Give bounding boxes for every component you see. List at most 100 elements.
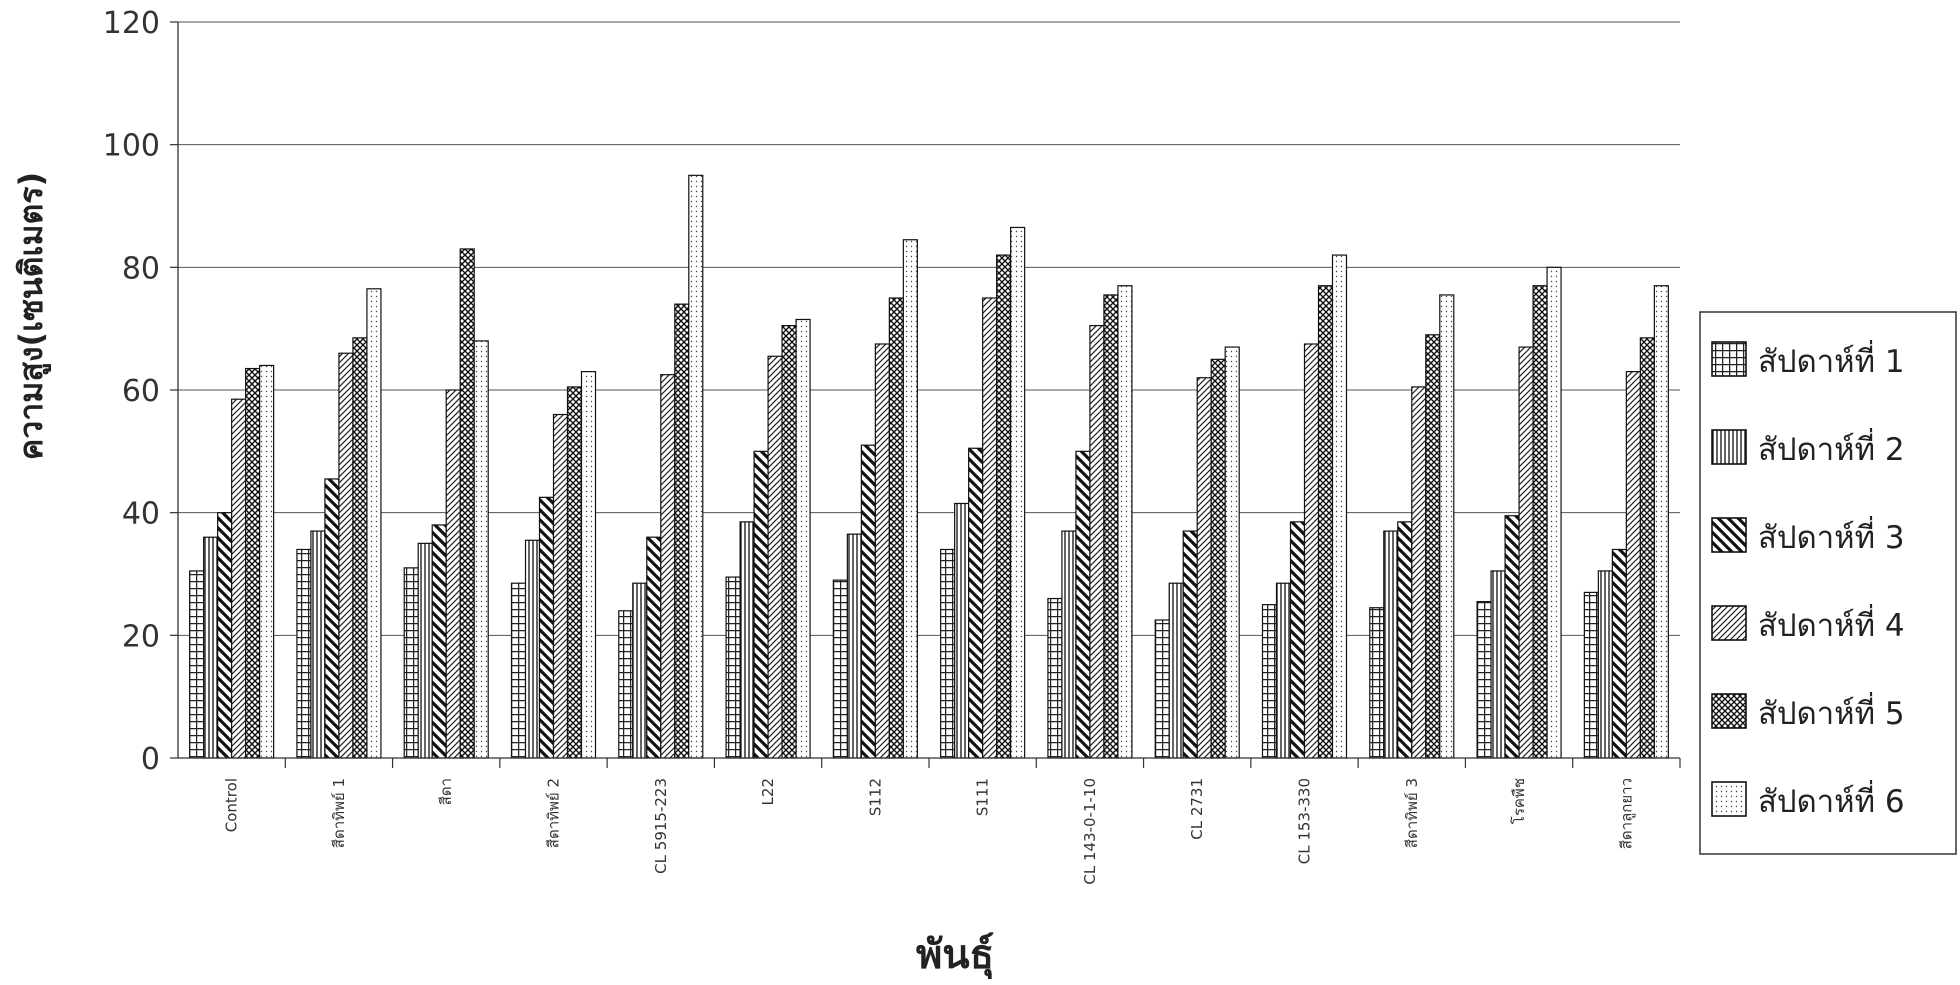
legend-swatch [1711, 693, 1747, 729]
bar [1653, 285, 1669, 759]
x-axis-ticks: Control สีดาทิพย์ 1 สีดา สีดาทิพย์ 2 CL 5915… [223, 758, 1681, 885]
y-tick-label: 100 [103, 129, 160, 164]
bar [259, 364, 275, 759]
x-tick-label: Control [223, 778, 241, 832]
bar [1504, 515, 1520, 759]
bar [860, 444, 876, 759]
bar [688, 174, 704, 759]
x-tick-label: สีดา [437, 778, 455, 805]
x-tick-label: L22 [759, 778, 777, 805]
x-tick-label: CL 5915-223 [652, 778, 670, 874]
bar [189, 570, 205, 759]
bar [1224, 346, 1240, 759]
bar [431, 524, 447, 759]
y-axis-title: ความสูง(เซนติเมตร) [12, 172, 52, 460]
bar [1490, 570, 1506, 759]
legend-swatch [1711, 429, 1747, 465]
y-tick-label: 40 [122, 497, 160, 532]
bar [1010, 226, 1026, 759]
bar [1303, 343, 1320, 759]
legend-label: สัปดาห์ที่ 2 [1758, 428, 1905, 468]
legend-label: สัปดาห์ที่ 1 [1758, 340, 1905, 380]
bar [674, 303, 690, 759]
y-axis-ticks: 0 20 40 60 80 100 120 [103, 6, 178, 777]
bar [580, 371, 597, 759]
bar [739, 521, 755, 759]
x-tick-label: สีดาทิพย์ 2 [545, 778, 563, 848]
bar [1518, 346, 1534, 759]
bar [968, 447, 984, 759]
x-axis-title: พันธุ์ [916, 932, 994, 980]
bar [510, 582, 527, 759]
bar [1476, 600, 1492, 759]
bar [1103, 294, 1119, 759]
bar [203, 536, 219, 759]
bar [753, 450, 769, 759]
x-tick-label: S111 [974, 778, 992, 816]
y-tick-label: 80 [122, 251, 160, 286]
bar [982, 297, 998, 759]
bar [1625, 371, 1641, 759]
bar [324, 478, 340, 759]
legend-swatch [1711, 517, 1747, 553]
bar [538, 496, 555, 759]
bar [1261, 604, 1278, 759]
bar [832, 579, 848, 759]
bar [1089, 325, 1105, 759]
bar [940, 548, 956, 759]
x-tick-label: CL 153-330 [1296, 778, 1314, 864]
bar [245, 367, 261, 759]
bar [1439, 294, 1455, 759]
bar [1546, 266, 1562, 759]
bar [632, 582, 648, 759]
bar [1383, 530, 1399, 759]
bar [352, 337, 368, 759]
y-tick-label: 120 [103, 6, 160, 41]
bar [473, 340, 489, 759]
bar [1168, 582, 1184, 759]
bar [646, 536, 662, 759]
legend-swatch [1711, 341, 1747, 377]
legend-box [1699, 311, 1957, 855]
bar [1154, 619, 1170, 759]
bar [1369, 607, 1385, 759]
bar [552, 413, 569, 759]
bar [902, 239, 918, 759]
x-tick-label: CL 2731 [1188, 778, 1206, 840]
bar [1583, 591, 1599, 759]
bar [954, 502, 970, 759]
bar [1425, 334, 1441, 759]
bar [781, 325, 797, 759]
x-tick-label: โรคพืช [1510, 778, 1528, 824]
bar [1061, 530, 1077, 759]
bar [1117, 285, 1133, 759]
legend-label: สัปดาห์ที่ 3 [1758, 516, 1905, 556]
bar [417, 542, 433, 759]
bar [1196, 377, 1212, 759]
bar [1639, 337, 1655, 759]
bar [566, 386, 583, 759]
bar [445, 389, 461, 759]
bar [1182, 530, 1198, 759]
bar [1331, 254, 1348, 759]
bar [231, 398, 247, 759]
bar [618, 610, 634, 759]
legend: สัปดาห์ที่ 1 สัปดาห์ที่ 2 สัปดาห์ที่ 3 สัปด… [1699, 311, 1957, 855]
bar [874, 343, 890, 759]
bars [189, 174, 1669, 759]
x-tick-label: สีดาลูกยาว [1617, 778, 1635, 849]
y-tick-label: 20 [122, 619, 160, 654]
bar [1210, 358, 1226, 759]
bar [1289, 521, 1306, 759]
x-tick-label: สีดาทิพย์ 3 [1403, 778, 1421, 848]
x-tick-label: CL 143-0-1-10 [1081, 778, 1099, 885]
bar [1597, 570, 1613, 759]
bar [996, 254, 1012, 759]
x-tick-label: S112 [866, 778, 884, 816]
bar [459, 248, 475, 759]
bar [725, 576, 741, 759]
bar [1532, 285, 1548, 759]
bar [1611, 548, 1627, 759]
bar [1397, 521, 1413, 759]
